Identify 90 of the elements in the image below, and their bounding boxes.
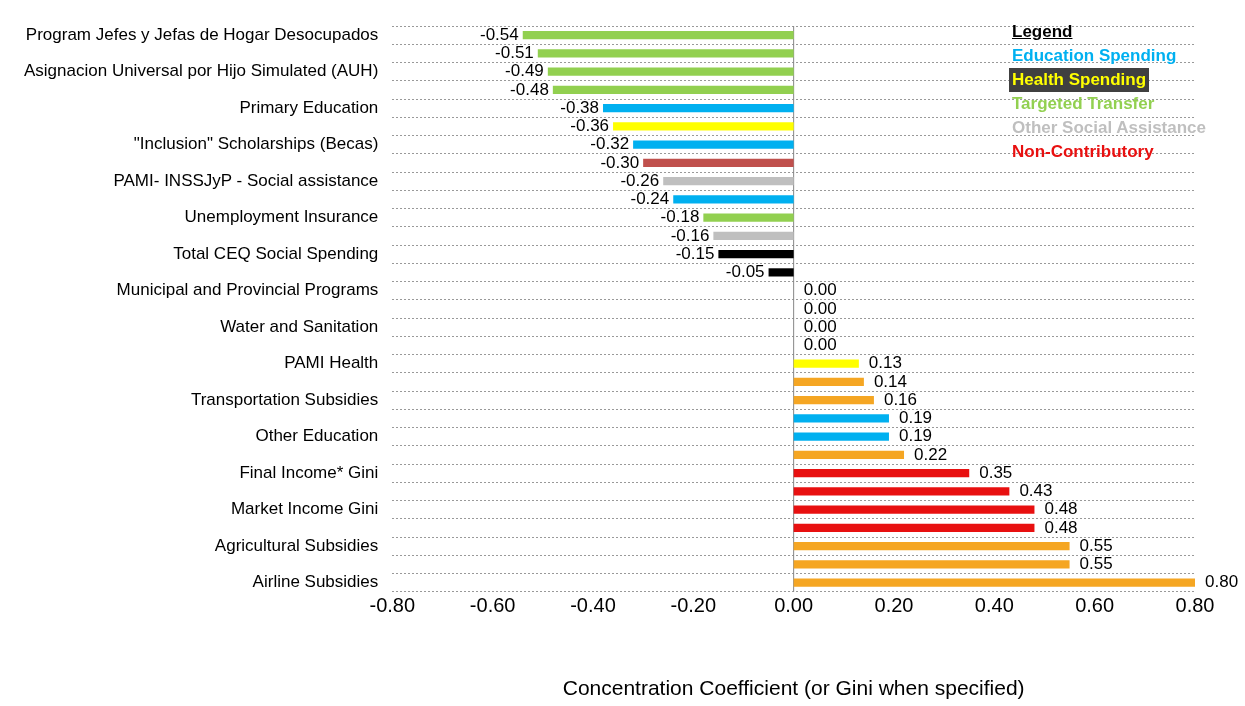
data-label: 0.00 [803, 316, 837, 336]
bar [793, 505, 1035, 514]
data-label: -0.36 [570, 116, 610, 136]
bar [793, 523, 1035, 533]
data-label: 0.16 [883, 389, 918, 409]
y-tick-label: Program Jefes y Jefas de Hogar Desocupados [25, 24, 379, 44]
x-tick-label: 0.40 [974, 594, 1014, 617]
data-label: -0.38 [560, 97, 600, 117]
bar [633, 140, 794, 149]
bar [793, 377, 864, 387]
data-label: 0.43 [1019, 481, 1053, 501]
bar [703, 213, 794, 222]
data-label: -0.26 [620, 170, 660, 190]
data-label: -0.49 [505, 61, 544, 81]
bar [643, 158, 794, 167]
y-tick-label: Final Income* Gini [239, 462, 379, 482]
text: Education Spending [1011, 45, 1178, 67]
data-label: 0.19 [898, 408, 933, 428]
bar [663, 177, 794, 186]
data-label: 0.22 [914, 444, 948, 464]
bar [537, 49, 794, 58]
data-label: 0.48 [1044, 499, 1078, 519]
bar [768, 268, 794, 277]
data-label: 0.55 [1079, 554, 1113, 574]
data-label: 0.00 [803, 335, 837, 355]
bar [552, 85, 794, 94]
legend-title: Legend [1012, 21, 1074, 43]
bar [793, 487, 1010, 496]
y-tick-label: Asignacion Universal por Hijo Simulated (AUH) [23, 61, 379, 81]
bar [522, 31, 794, 40]
bar [793, 578, 1195, 587]
x-tick-label: -0.80 [369, 594, 416, 617]
y-tick-label: Market Income Gini [230, 499, 379, 519]
bar [793, 542, 1070, 551]
y-tick-label: Other Education [255, 426, 379, 446]
bar [793, 396, 874, 405]
data-label: -0.30 [600, 152, 640, 172]
y-tick-label: Airline Subsidies [252, 572, 379, 592]
bar [613, 122, 794, 131]
bar [718, 250, 794, 259]
x-tick-label: 0.60 [1075, 594, 1115, 617]
data-label: 0.55 [1079, 535, 1113, 555]
data-label: -0.05 [725, 262, 765, 282]
text: Targeted Transfer [1011, 93, 1156, 115]
data-label: -0.48 [510, 79, 549, 99]
x-tick-label: -0.20 [670, 594, 717, 617]
bar [673, 195, 794, 204]
data-label: 0.14 [873, 371, 907, 391]
text: Other Social Assistance [1011, 117, 1207, 139]
x-tick-label: 0.80 [1175, 594, 1215, 617]
data-label: 0.35 [979, 462, 1013, 482]
bar [603, 104, 794, 113]
data-label: 0.13 [868, 353, 902, 373]
x-tick-label: -0.60 [469, 594, 516, 617]
data-label: -0.15 [675, 243, 715, 263]
x-tick-label: 0.00 [774, 594, 814, 617]
bar [793, 560, 1070, 569]
data-label: 0.00 [803, 298, 837, 318]
data-label: -0.18 [660, 207, 700, 227]
x-tick-label: -0.40 [570, 594, 616, 617]
data-label: -0.16 [670, 225, 710, 245]
y-tick-label: Primary Education [239, 97, 379, 117]
bar [793, 469, 970, 478]
text: Health Spending [1009, 68, 1150, 92]
data-label: 0.80 [1205, 572, 1239, 592]
bar [713, 231, 794, 240]
y-tick-label: "Inclusion" Scholarships (Becas) [133, 134, 379, 154]
data-label: 0.48 [1044, 517, 1078, 537]
data-label: 0.19 [898, 426, 933, 446]
data-label: -0.32 [590, 134, 630, 154]
y-tick-label: Agricultural Subsidies [214, 535, 379, 555]
bar [793, 359, 859, 368]
y-tick-label: Unemployment Insurance [184, 207, 379, 227]
y-tick-label: Municipal and Provincial Programs [116, 280, 379, 300]
data-label: -0.24 [630, 189, 670, 209]
y-tick-label: PAMI Health [284, 353, 379, 373]
data-label: 0.00 [803, 280, 837, 300]
bar [793, 450, 905, 460]
x-axis-title: Concentration Coefficient (or Gini when specified) [562, 676, 1025, 700]
bar [793, 432, 889, 441]
y-tick-label: PAMI- INSSJyP - Social assistance [113, 170, 379, 190]
data-label: -0.54 [479, 24, 519, 44]
y-tick-label: Transportation Subsidies [190, 389, 379, 409]
bar [793, 414, 889, 423]
y-tick-label: Water and Sanitation [220, 316, 379, 336]
y-tick-label: Total CEQ Social Spending [173, 243, 379, 263]
data-label: -0.51 [495, 43, 534, 63]
x-tick-label: 0.20 [874, 594, 914, 617]
text: Non-Contributory [1011, 141, 1155, 163]
bar [547, 67, 794, 76]
